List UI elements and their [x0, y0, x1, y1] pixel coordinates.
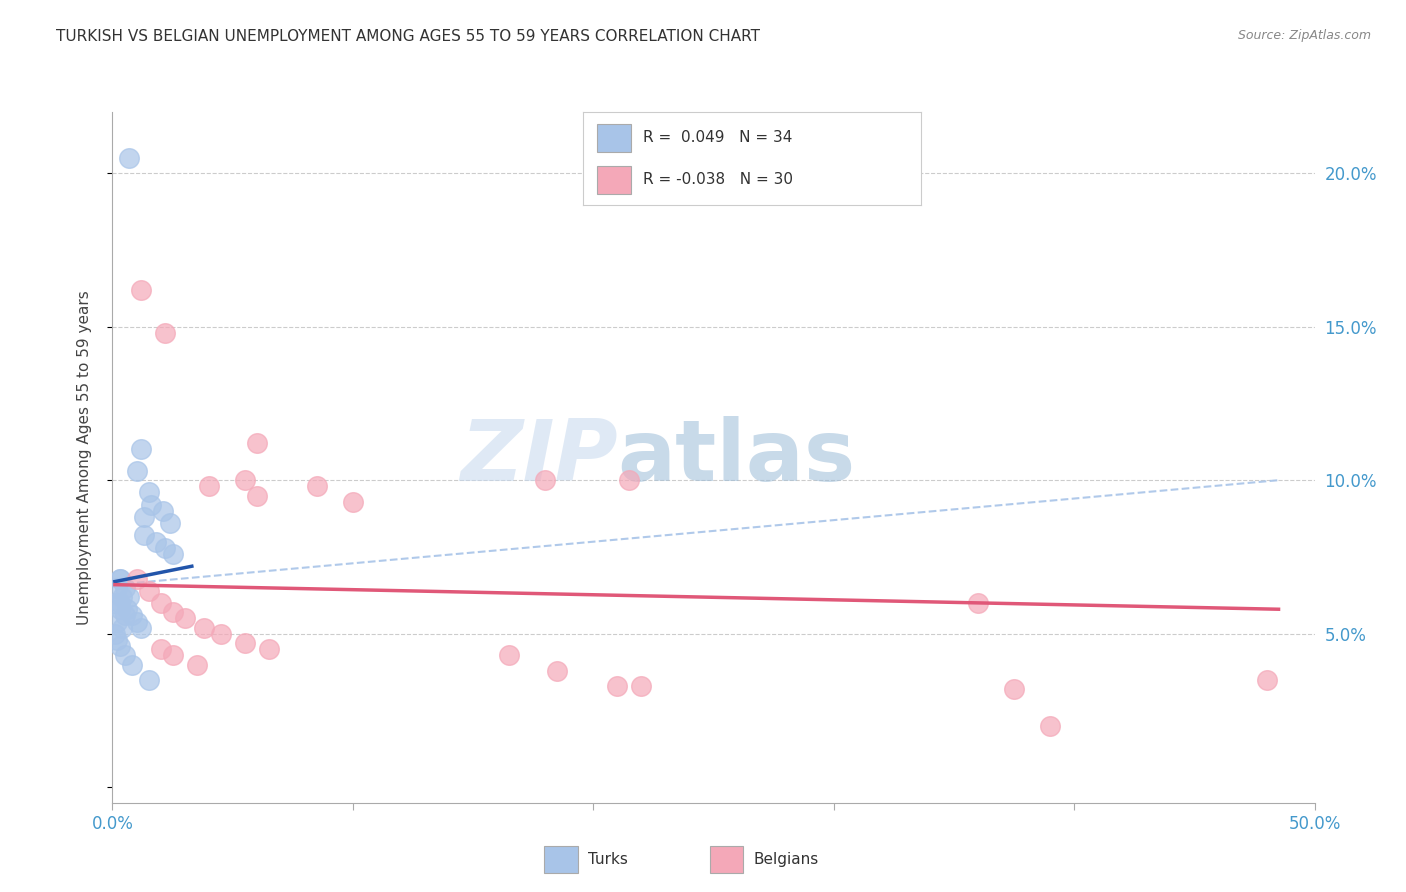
Point [145, 534, 167, 549]
Bar [598, 166, 631, 194]
Y-axis label: Unemployment Among Ages 55 to 59 years: Unemployment Among Ages 55 to 59 years [77, 290, 91, 624]
Point [257, 642, 280, 657]
Point [121, 608, 143, 623]
Text: atlas: atlas [617, 416, 856, 499]
Point [115, 602, 138, 616]
Point [118, 151, 141, 165]
Point [132, 528, 155, 542]
Point [1002, 682, 1025, 697]
Point [131, 442, 153, 457]
Point [104, 596, 127, 610]
Point [108, 572, 131, 586]
Point [630, 679, 652, 693]
Text: TURKISH VS BELGIAN UNEMPLOYMENT AMONG AGES 55 TO 59 YEARS CORRELATION CHART: TURKISH VS BELGIAN UNEMPLOYMENT AMONG AG… [56, 29, 761, 44]
Point [186, 657, 208, 672]
Point [125, 464, 148, 478]
Point [131, 283, 153, 297]
Point [131, 621, 153, 635]
Point [132, 510, 155, 524]
Text: Source: ZipAtlas.com: Source: ZipAtlas.com [1237, 29, 1371, 42]
Point [111, 621, 134, 635]
Point [152, 504, 174, 518]
Point [162, 547, 184, 561]
Point [118, 590, 141, 604]
Point [606, 679, 628, 693]
Point [305, 479, 328, 493]
Point [619, 473, 641, 487]
Point [246, 436, 269, 450]
Point [108, 572, 131, 586]
Point [173, 611, 195, 625]
Point [105, 632, 128, 647]
Point [149, 642, 172, 657]
Bar [710, 847, 744, 873]
Point [342, 494, 364, 508]
Point [162, 605, 184, 619]
Point [193, 621, 215, 635]
Point [114, 581, 136, 595]
Text: R =  0.049   N = 34: R = 0.049 N = 34 [643, 130, 792, 145]
Point [233, 636, 256, 650]
Point [197, 479, 219, 493]
Text: Belgians: Belgians [754, 852, 818, 867]
Text: R = -0.038   N = 30: R = -0.038 N = 30 [643, 172, 793, 187]
Point [155, 541, 177, 555]
Point [162, 648, 184, 663]
Point [125, 615, 148, 629]
Point [967, 596, 990, 610]
Point [1256, 673, 1278, 687]
Text: Turks: Turks [588, 852, 628, 867]
Point [108, 602, 131, 616]
Point [111, 590, 134, 604]
Point [246, 489, 269, 503]
Point [138, 485, 160, 500]
Point [159, 516, 181, 531]
Point [105, 581, 128, 595]
Point [114, 608, 136, 623]
Point [209, 627, 232, 641]
Point [1039, 719, 1062, 733]
Point [125, 572, 148, 586]
Point [546, 664, 568, 678]
Point [114, 648, 136, 663]
Bar [544, 847, 578, 873]
Point [233, 473, 256, 487]
Point [534, 473, 557, 487]
Point [121, 657, 143, 672]
Point [108, 639, 131, 653]
Point [104, 627, 127, 641]
Point [149, 596, 172, 610]
Bar [598, 124, 631, 152]
Point [138, 673, 160, 687]
Point [498, 648, 520, 663]
Point [139, 498, 162, 512]
Point [155, 326, 177, 340]
Point [105, 615, 128, 629]
Point [108, 596, 131, 610]
Text: ZIP: ZIP [460, 416, 617, 499]
Point [138, 583, 160, 598]
